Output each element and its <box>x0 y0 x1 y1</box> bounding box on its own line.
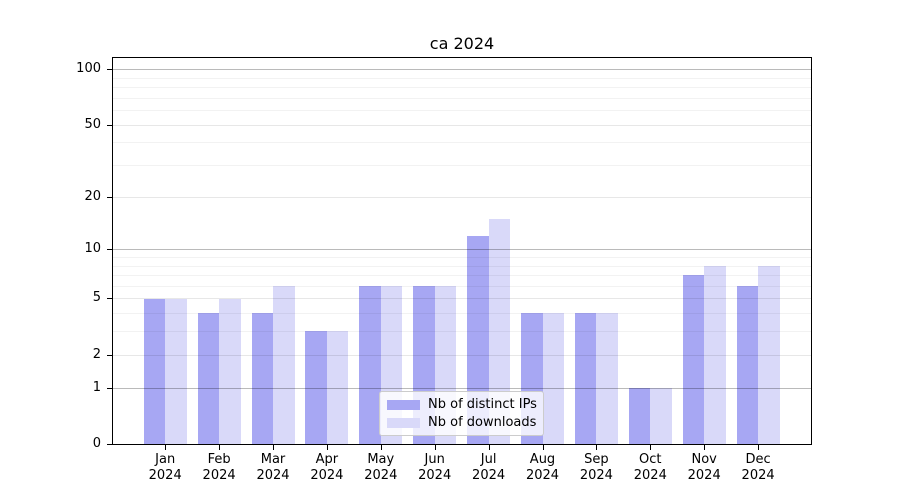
y-tick-label: 20 <box>84 188 101 204</box>
x-tick-label: Feb 2024 <box>202 452 236 483</box>
plot-area <box>112 57 812 445</box>
x-tick-mark <box>326 445 328 450</box>
x-tick-mark <box>596 445 598 450</box>
x-tick-label: May 2024 <box>364 452 398 483</box>
y-tick-label: 5 <box>92 290 101 306</box>
y-tick-label: 2 <box>92 346 101 362</box>
x-tick-mark <box>704 445 706 450</box>
x-tick-label: Nov 2024 <box>687 452 721 483</box>
x-tick-label: Sep 2024 <box>579 452 613 483</box>
x-tick-label: Aug 2024 <box>525 452 560 483</box>
x-tick-mark <box>273 445 274 450</box>
x-tick-label: Jul 2024 <box>472 452 506 483</box>
chart-title: ca 2024 <box>429 34 495 53</box>
legend-swatch-downloads <box>387 417 420 428</box>
y-tick-label: 50 <box>84 116 101 132</box>
y-tick-label: 10 <box>84 241 101 257</box>
legend-label-downloads: Nb of downloads <box>428 415 537 430</box>
x-tick-mark <box>542 445 544 450</box>
legend-swatch-distinct-ips <box>387 399 420 410</box>
x-tick-mark <box>165 445 167 450</box>
x-tick-label: Jun 2024 <box>418 452 452 483</box>
y-tick-label: 100 <box>76 61 101 77</box>
x-tick-label: Dec 2024 <box>741 452 775 483</box>
x-tick-label: Oct 2024 <box>633 452 667 483</box>
legend-label-distinct-ips: Nb of distinct IPs <box>428 397 537 412</box>
x-tick-mark <box>219 445 221 450</box>
x-tick-mark <box>758 445 760 450</box>
x-tick-label: Mar 2024 <box>256 452 290 483</box>
y-tick-label: 1 <box>92 379 101 395</box>
x-tick-label: Jan 2024 <box>148 452 182 483</box>
y-tick-label: 0 <box>92 436 101 451</box>
x-tick-mark <box>650 445 652 450</box>
x-tick-label: Apr 2024 <box>310 452 344 483</box>
x-tick-mark <box>434 445 436 450</box>
legend-entry-distinct-ips: Nb of distinct IPs <box>387 397 537 412</box>
x-tick-mark <box>488 445 490 450</box>
legend-entry-downloads: Nb of downloads <box>387 415 537 430</box>
legend: Nb of distinct IPs Nb of downloads <box>379 391 544 436</box>
x-tick-mark <box>380 445 382 450</box>
